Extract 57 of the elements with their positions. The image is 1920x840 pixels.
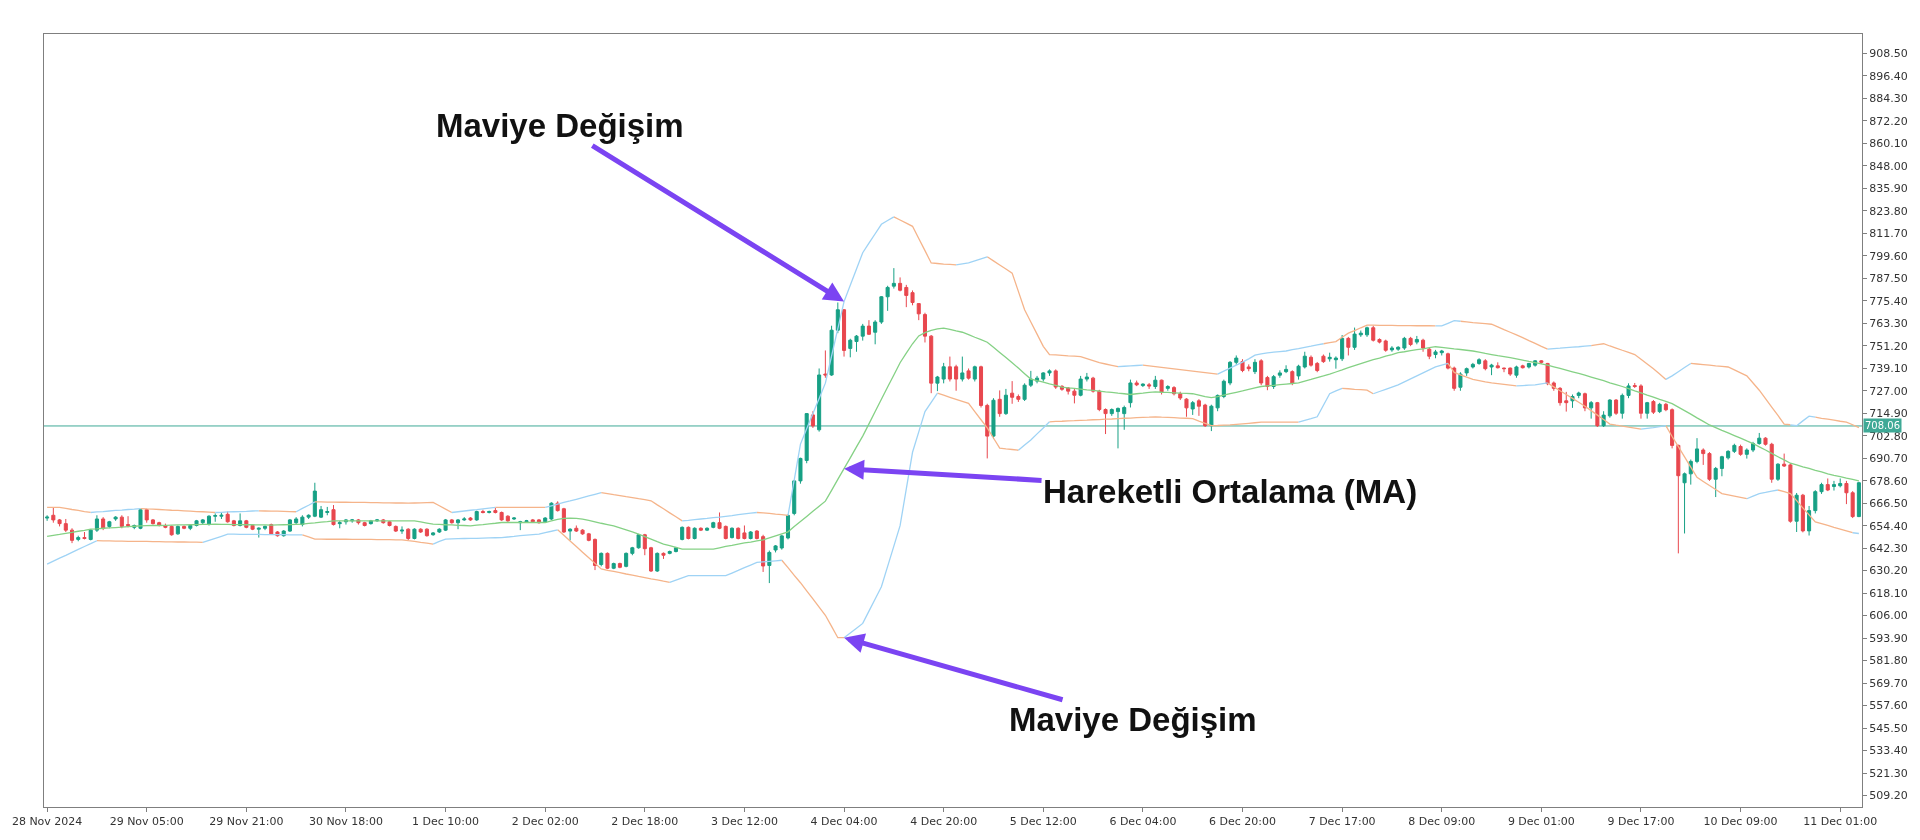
- x-tick-label: 8 Dec 09:00: [1408, 815, 1476, 829]
- y-tick-label: 593.90: [1869, 631, 1908, 645]
- y-tick-label: 823.80: [1869, 204, 1908, 218]
- y-tick-label: 714.90: [1869, 407, 1908, 421]
- x-tick-label: 4 Dec 20:00: [910, 815, 978, 829]
- x-tick-label: 29 Nov 21:00: [209, 815, 284, 829]
- y-tick-label: 509.20: [1869, 789, 1908, 803]
- x-tick-label: 2 Dec 02:00: [511, 815, 579, 829]
- y-tick-label: 569.70: [1869, 676, 1908, 690]
- x-tick-label: 2 Dec 18:00: [611, 815, 679, 829]
- y-tick-label: 581.80: [1869, 654, 1908, 668]
- x-tick-label: 1 Dec 10:00: [412, 815, 480, 829]
- y-tick-label: 642.30: [1869, 542, 1908, 556]
- y-tick-label: 763.30: [1869, 317, 1908, 331]
- annotation: Maviye Değişim: [436, 107, 684, 144]
- y-tick-label: 908.50: [1869, 47, 1908, 61]
- x-tick-label: 5 Dec 12:00: [1009, 815, 1077, 829]
- x-tick-label: 3 Dec 12:00: [710, 815, 778, 829]
- y-tick-label: 654.40: [1869, 519, 1908, 533]
- y-tick-label: 727.00: [1869, 384, 1908, 398]
- x-tick-label: 7 Dec 17:00: [1308, 815, 1376, 829]
- x-tick-label: 6 Dec 04:00: [1109, 815, 1177, 829]
- y-tick-label: 557.60: [1869, 699, 1908, 713]
- y-tick-label: 884.30: [1869, 92, 1908, 106]
- y-tick-label: 835.90: [1869, 182, 1908, 196]
- x-tick-label: 29 Nov 05:00: [109, 815, 184, 829]
- y-tick-label: 606.00: [1869, 609, 1908, 623]
- x-tick-label: 9 Dec 01:00: [1507, 815, 1575, 829]
- annotation: Maviye Değişim: [1009, 701, 1257, 738]
- y-tick-label: 666.50: [1869, 497, 1908, 511]
- x-tick-label: 10 Dec 09:00: [1703, 815, 1778, 829]
- y-tick-label: 618.10: [1869, 586, 1908, 600]
- y-tick-label: 690.70: [1869, 452, 1908, 466]
- y-tick-label: 545.50: [1869, 721, 1908, 735]
- y-tick-label: 521.30: [1869, 766, 1908, 780]
- annotation: Hareketli Ortalama (MA): [1043, 473, 1418, 510]
- y-tick-label: 630.20: [1869, 564, 1908, 578]
- ref-line-label: 708.06: [1865, 420, 1900, 431]
- y-tick-label: 678.60: [1869, 474, 1908, 488]
- y-tick-label: 896.40: [1869, 69, 1908, 83]
- y-tick-label: 811.70: [1869, 227, 1908, 241]
- x-tick-label: 9 Dec 17:00: [1607, 815, 1675, 829]
- x-tick-label: 30 Nov 18:00: [308, 815, 384, 829]
- y-tick-label: 775.40: [1869, 294, 1908, 308]
- y-tick-label: 702.80: [1869, 429, 1908, 443]
- y-tick-label: 872.20: [1869, 114, 1908, 128]
- y-tick-label: 751.20: [1869, 339, 1908, 353]
- y-tick-label: 533.40: [1869, 744, 1908, 758]
- y-tick-label: 848.00: [1869, 159, 1908, 173]
- x-tick-label: 28 Nov 2024: [11, 815, 83, 829]
- x-tick-label: 6 Dec 20:00: [1209, 815, 1276, 829]
- y-tick-label: 799.60: [1869, 249, 1908, 263]
- y-tick-label: 787.50: [1869, 272, 1908, 286]
- y-tick-label: 739.10: [1869, 362, 1908, 376]
- y-tick-label: 860.10: [1869, 137, 1908, 151]
- x-tick-label: 4 Dec 04:00: [810, 815, 878, 829]
- x-tick-label: 11 Dec 01:00: [1803, 815, 1878, 829]
